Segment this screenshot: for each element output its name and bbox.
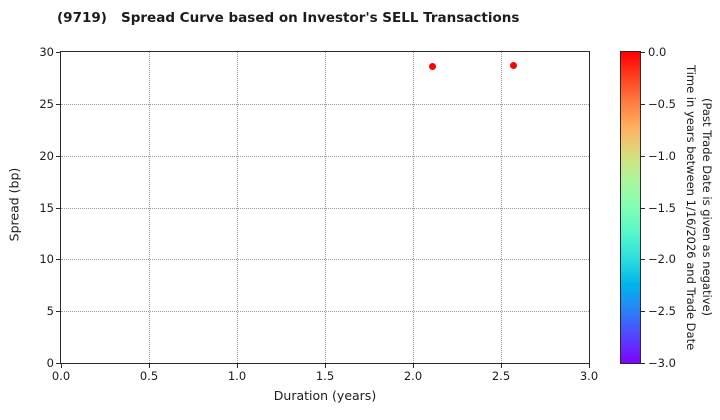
colorbar-tick-label: −1.5: [648, 200, 676, 215]
y-tick-mark: [56, 155, 60, 157]
colorbar-tick-mark: [641, 311, 645, 313]
y-tick-mark: [56, 363, 60, 364]
y-tick-mark: [56, 52, 60, 53]
x-tick-mark: [325, 364, 326, 368]
colorbar-axis-label: Time in years between 1/16/2026 and Trad…: [683, 52, 717, 363]
y-tick-label: 30: [39, 45, 54, 59]
grid-line-horizontal: [61, 103, 589, 105]
y-tick-label: 15: [39, 200, 54, 215]
colorbar-tick-label: −3.0: [648, 356, 676, 370]
x-tick-mark: [413, 364, 414, 368]
x-tick-label: 2.5: [491, 369, 511, 383]
grid-line-horizontal: [61, 311, 589, 313]
y-tick-label: 0: [46, 356, 54, 370]
colorbar-gradient: [620, 51, 641, 364]
y-tick-label: 25: [39, 96, 54, 111]
colorbar-tick-mark: [641, 363, 645, 364]
colorbar-tick-mark: [641, 155, 645, 157]
colorbar-label-line1: Time in years between 1/16/2026 and Trad…: [684, 64, 698, 351]
x-tick-mark: [589, 364, 590, 368]
x-tick-label: 0.5: [139, 369, 159, 383]
y-tick-label: 20: [39, 148, 54, 163]
x-tick-mark: [237, 364, 238, 368]
grid-line-horizontal: [61, 155, 589, 157]
x-tick-label: 0.0: [51, 369, 71, 383]
colorbar-tick-label: 0.0: [648, 45, 667, 59]
y-tick-mark: [56, 207, 60, 209]
x-tick-label: 1.5: [315, 369, 335, 383]
y-tick-label: 5: [46, 304, 54, 319]
colorbar-tick-mark: [641, 259, 645, 261]
y-tick-label: 10: [39, 252, 54, 267]
grid-line-horizontal: [61, 259, 589, 261]
colorbar-tick-label: −2.0: [648, 252, 676, 267]
y-tick-mark: [56, 311, 60, 313]
x-tick-label: 1.0: [227, 369, 247, 383]
plot-area: [60, 51, 590, 364]
x-tick-mark: [61, 364, 62, 368]
colorbar-tick-mark: [641, 52, 645, 53]
data-point: [509, 62, 517, 69]
y-tick-mark: [56, 103, 60, 105]
x-tick-mark: [149, 364, 150, 368]
x-tick-label: 2.0: [403, 369, 423, 383]
colorbar-tick-mark: [641, 207, 645, 209]
colorbar-tick-mark: [641, 103, 645, 105]
x-axis-label: Duration (years): [273, 388, 377, 403]
colorbar-tick-label: −1.0: [648, 148, 676, 163]
colorbar-tick-label: −2.5: [648, 304, 676, 319]
y-tick-mark: [56, 259, 60, 261]
colorbar-tick-label: −0.5: [648, 96, 676, 111]
colorbar-label-line2: (Past Trade Date is given as negative): [700, 98, 714, 317]
x-tick-label: 3.0: [579, 369, 599, 383]
data-point: [428, 63, 436, 70]
chart-title: (9719) Spread Curve based on Investor's …: [57, 10, 520, 26]
grid-line-horizontal: [61, 207, 589, 209]
x-tick-mark: [501, 364, 502, 368]
